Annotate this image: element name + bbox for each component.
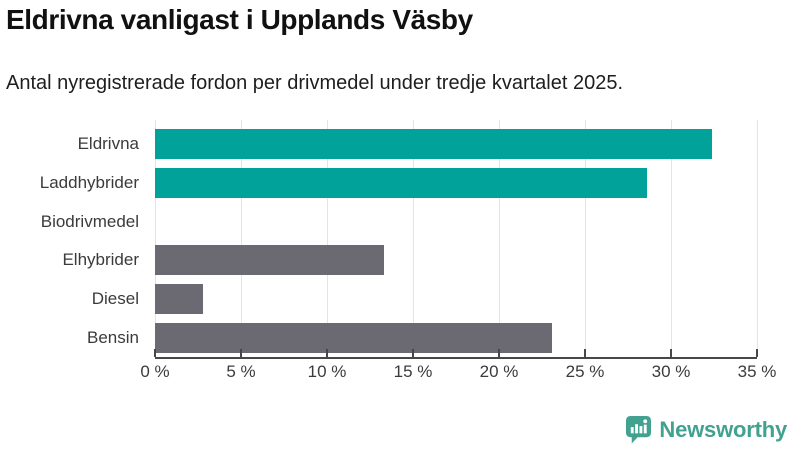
category-label-laddhybrider: Laddhybrider <box>39 173 139 192</box>
x-axis-tick-label: 15 % <box>393 362 433 381</box>
x-axis-labels: 0 % 5 % 10 % 15 % 20 % 25 % 30 % 35 % <box>140 362 776 386</box>
bar-laddhybrider <box>155 168 647 198</box>
category-label-bensin: Bensin <box>87 327 139 347</box>
axis-tick-35 <box>756 349 758 357</box>
bar-row-laddhybrider <box>155 164 757 203</box>
chart-subtitle: Antal nyregistrerade fordon per drivmede… <box>6 72 624 94</box>
gridline-15 <box>413 120 414 357</box>
bar-bensin <box>155 322 553 353</box>
gridline-35 <box>757 120 758 357</box>
newsworthy-logo-text: Newsworthy <box>659 416 787 442</box>
plot-area <box>154 120 758 359</box>
axis-tick-20 <box>498 349 500 357</box>
x-axis-tick-label: 20 % <box>479 362 519 381</box>
category-label-eldrivna: Eldrivna <box>77 134 139 154</box>
x-axis-tick-label: 35 % <box>737 362 777 381</box>
gridline-5 <box>241 120 242 357</box>
axis-tick-15 <box>412 349 414 357</box>
category-label-elhybrider: Elhybrider <box>62 250 139 270</box>
bar-row-bensin <box>155 318 757 357</box>
axis-tick-25 <box>584 349 586 357</box>
category-label-biodrivmedel: Biodrivmedel <box>40 211 139 231</box>
newsworthy-logo: Newsworthy <box>625 414 787 445</box>
gridline-25 <box>585 120 586 357</box>
bar-rows-layer <box>155 125 757 357</box>
bar-eldrivna <box>155 129 713 160</box>
gridline-layer <box>155 120 758 357</box>
x-axis-tick-label: 0 % <box>140 362 170 381</box>
x-axis-tick-label: 25 % <box>565 362 605 381</box>
x-axis-tick-label: 5 % <box>226 362 256 381</box>
gridline-30 <box>671 120 672 357</box>
bar-row-biodrivmedel <box>155 202 757 241</box>
bar-elhybrider <box>155 245 384 276</box>
axis-tick-30 <box>670 349 672 357</box>
bar-row-diesel <box>155 280 757 319</box>
x-axis-tick-label: 30 % <box>651 362 691 381</box>
tick-layer <box>154 349 758 357</box>
newsworthy-speech-bubble-chart-icon <box>626 416 652 444</box>
gridline-10 <box>327 120 328 357</box>
axis-tick-0 <box>154 349 156 357</box>
axis-tick-10 <box>326 349 328 357</box>
category-label-diesel: Diesel <box>91 289 139 309</box>
page-title: Eldrivna vanligast i Upplands Väsby <box>6 4 473 35</box>
category-axis: Eldrivna Laddhybrider Biodrivmedel Elhybrid… <box>0 125 147 357</box>
x-axis-tick-label: 10 % <box>307 362 347 381</box>
bar-row-elhybrider <box>155 241 757 280</box>
bar-row-eldrivna <box>155 125 757 164</box>
axis-tick-5 <box>240 349 242 357</box>
gridline-0 <box>155 120 156 357</box>
bar-diesel <box>155 284 204 315</box>
gridline-20 <box>499 120 500 357</box>
